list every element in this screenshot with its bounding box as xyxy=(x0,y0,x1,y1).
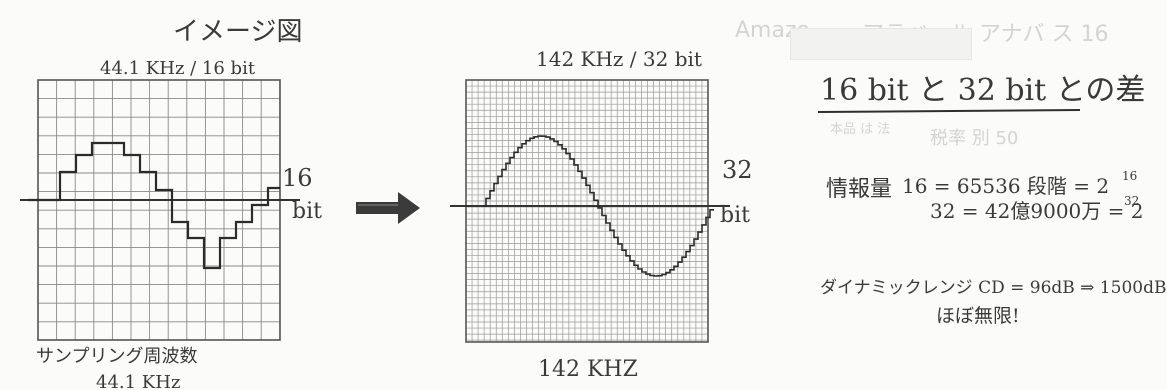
right-side-label-32: 32 xyxy=(722,156,753,184)
info-line-2: 32 = 42億9000万 = 2 xyxy=(930,199,1143,223)
notes-heading: 16 bit と 32 bit との差 xyxy=(820,73,1145,108)
transition-arrow xyxy=(356,192,420,224)
left-top-label: 44.1 KHz / 16 bit xyxy=(100,58,256,79)
dynamic-range-conclusion: ほぼ無限! xyxy=(936,305,1020,327)
left-side-label-bit: bit xyxy=(292,199,322,224)
info-line-2-exponent: 32 xyxy=(1124,194,1139,208)
sketch-title: イメージ図 xyxy=(173,17,302,47)
right-fine-waveform xyxy=(482,135,714,277)
right-grid xyxy=(465,79,709,343)
left-grid xyxy=(37,79,281,341)
dynamic-range-line: ダイナミックレンジ CD = 96dB ⇒ 1500dB↗ xyxy=(820,278,1167,298)
left-side-label-16: 16 xyxy=(282,164,313,192)
info-prefix: 情報量 xyxy=(826,177,892,202)
left-bottom-label-1: サンプリング周波数 xyxy=(36,346,197,367)
right-bottom-label: 142 KHZ xyxy=(538,357,638,382)
notes-block: 16 bit と 32 bit との差 情報量 16 = 65536 段階 = … xyxy=(817,73,1167,327)
right-side-label-bit: bit xyxy=(720,203,750,228)
info-line-1-exponent: 16 xyxy=(1122,169,1137,183)
heading-underline xyxy=(817,109,1081,113)
bleed-text-3: 税率 別 50 xyxy=(930,128,1019,149)
left-step-waveform xyxy=(28,141,280,270)
info-line-1: 16 = 65536 段階 = 2 xyxy=(902,174,1109,198)
left-bottom-label-2: 44.1 KHz xyxy=(96,372,180,390)
right-top-label: 142 KHz / 32 bit xyxy=(536,47,702,71)
bleed-box xyxy=(790,28,972,60)
bleed-text-4: 本品 は 法 xyxy=(830,122,891,137)
